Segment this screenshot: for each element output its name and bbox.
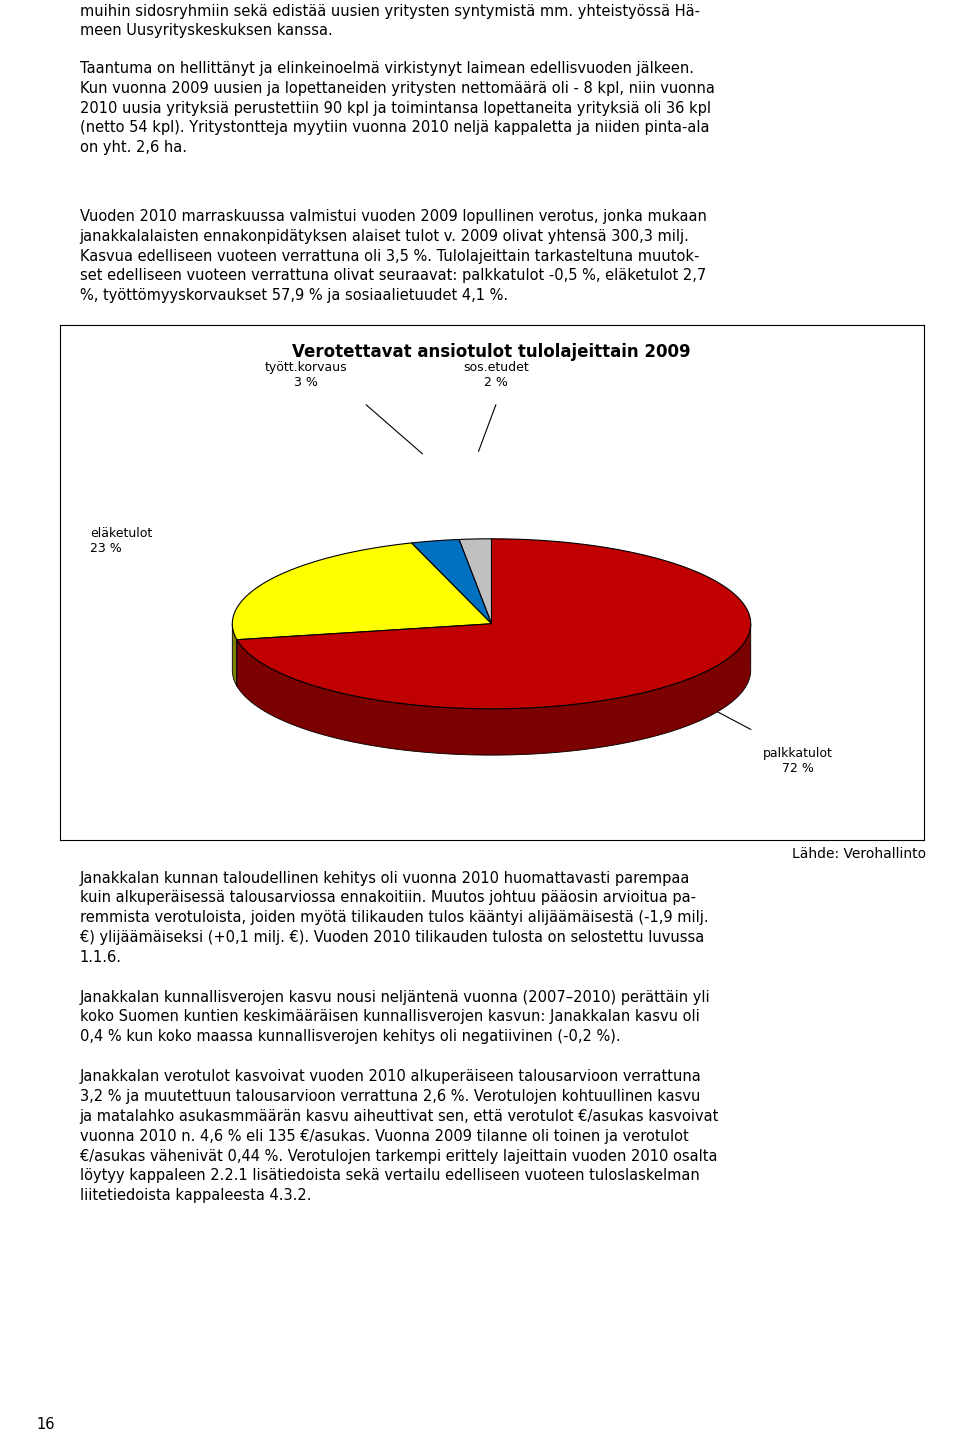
Text: eläketulot
23 %: eläketulot 23 % (89, 527, 152, 556)
Text: tyött.korvaus
3 %: tyött.korvaus 3 % (264, 361, 348, 389)
Text: muihin sidosryhmiin sekä edistää uusien yritysten syntymistä mm. yhteistyössä Hä: muihin sidosryhmiin sekä edistää uusien … (80, 3, 700, 38)
Text: sos.etudet
2 %: sos.etudet 2 % (463, 361, 529, 389)
Text: Janakkalan verotulot kasvoivat vuoden 2010 alkuperäiseen talousarvioon verrattun: Janakkalan verotulot kasvoivat vuoden 20… (80, 1069, 719, 1203)
Polygon shape (232, 543, 492, 640)
Text: 16: 16 (36, 1418, 55, 1432)
Text: Janakkalan kunnallisverojen kasvu nousi neljäntenä vuonna (2007–2010) perättäin : Janakkalan kunnallisverojen kasvu nousi … (80, 990, 710, 1045)
Polygon shape (232, 624, 237, 686)
Text: Verotettavat ansiotulot tulolajeittain 2009: Verotettavat ansiotulot tulolajeittain 2… (292, 342, 691, 361)
Text: Vuoden 2010 marraskuussa valmistui vuoden 2009 lopullinen verotus, jonka mukaan
: Vuoden 2010 marraskuussa valmistui vuode… (80, 209, 707, 303)
Text: palkkatulot
72 %: palkkatulot 72 % (763, 747, 833, 775)
Polygon shape (237, 624, 751, 755)
Text: Lähde: Verohallinto: Lähde: Verohallinto (792, 847, 926, 862)
Polygon shape (459, 538, 492, 624)
Polygon shape (237, 624, 492, 686)
Polygon shape (237, 538, 751, 708)
Text: Janakkalan kunnan taloudellinen kehitys oli vuonna 2010 huomattavasti parempaa
k: Janakkalan kunnan taloudellinen kehitys … (80, 871, 708, 965)
Polygon shape (412, 540, 492, 624)
Text: Taantuma on hellittänyt ja elinkeinoelmä virkistynyt laimean edellisvuoden jälke: Taantuma on hellittänyt ja elinkeinoelmä… (80, 61, 714, 155)
Polygon shape (237, 624, 492, 686)
